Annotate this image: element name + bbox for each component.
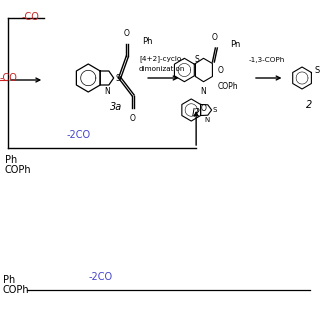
Text: S: S	[315, 66, 320, 75]
Text: Ph: Ph	[5, 155, 17, 165]
Text: [4+2]-cyclo-: [4+2]-cyclo-	[139, 55, 184, 62]
Text: -2CO: -2CO	[88, 272, 112, 282]
Text: -CO: -CO	[0, 73, 18, 83]
Text: -2CO: -2CO	[66, 130, 91, 140]
Text: COPh: COPh	[217, 82, 238, 91]
Text: 3a: 3a	[109, 102, 122, 112]
Text: Pn: Pn	[230, 39, 240, 49]
Text: -CO: -CO	[21, 12, 39, 22]
Text: COPh: COPh	[5, 165, 32, 175]
Text: 2: 2	[306, 100, 312, 110]
Text: S: S	[115, 74, 120, 83]
Text: dimonization: dimonization	[139, 66, 185, 72]
Text: O: O	[217, 66, 223, 75]
Text: N: N	[201, 87, 206, 96]
Text: N: N	[204, 117, 209, 123]
Text: -1,3-COPh: -1,3-COPh	[249, 57, 285, 63]
Text: O: O	[212, 33, 217, 42]
Text: S: S	[195, 55, 199, 64]
Text: Ph: Ph	[3, 275, 15, 285]
Text: N: N	[104, 87, 110, 96]
Text: I2: I2	[192, 108, 201, 118]
Text: O: O	[201, 104, 206, 113]
Text: O: O	[124, 29, 129, 38]
Text: Ph: Ph	[142, 36, 153, 45]
Text: COPh: COPh	[3, 285, 29, 295]
Text: O: O	[129, 114, 135, 123]
Text: S: S	[212, 107, 217, 113]
